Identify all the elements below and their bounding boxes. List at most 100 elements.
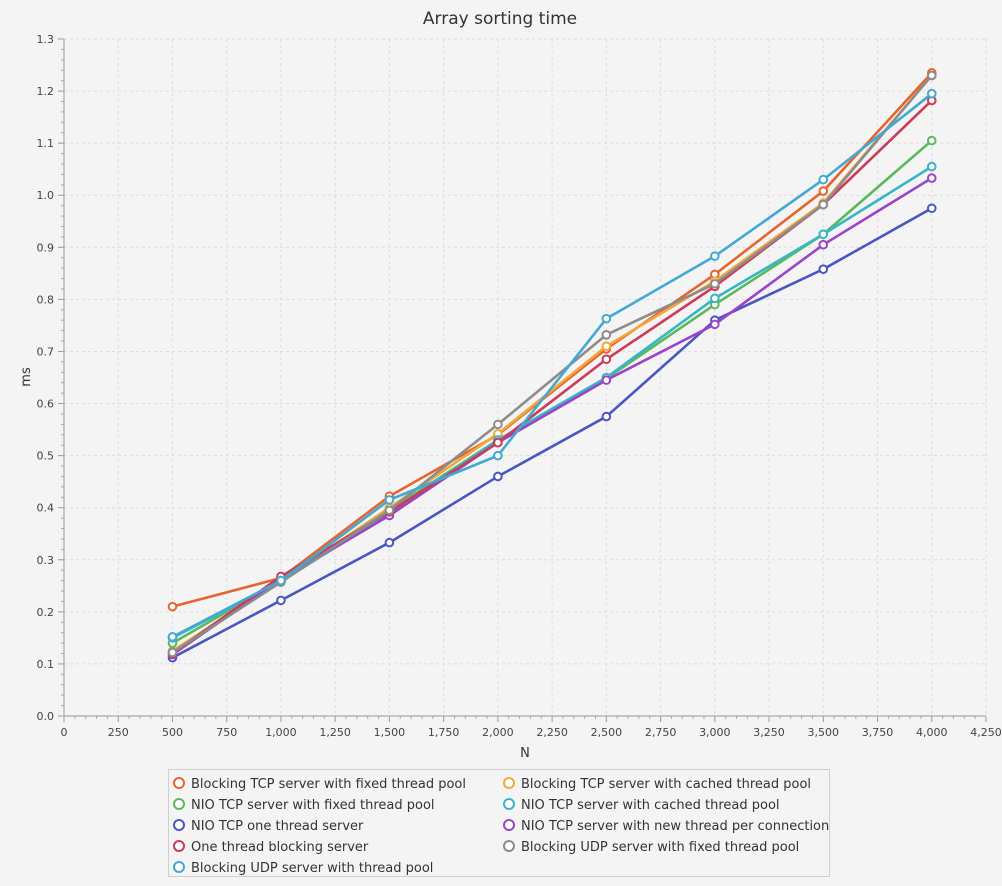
legend-label: Blocking TCP server with cached thread p… bbox=[521, 777, 812, 792]
legend-item: NIO TCP server with fixed thread pool bbox=[173, 795, 435, 816]
data-point bbox=[384, 495, 395, 505]
x-tick-label: 3,250 bbox=[753, 726, 785, 739]
x-tick-label: 2,000 bbox=[482, 726, 514, 739]
y-tick-label: 0.6 bbox=[37, 398, 55, 411]
legend-item: One thread blocking server bbox=[173, 837, 368, 858]
chart-legend: Blocking TCP server with fixed thread po… bbox=[168, 769, 830, 877]
data-point bbox=[384, 537, 395, 548]
x-tick-label: 2,750 bbox=[645, 726, 677, 739]
y-tick-label: 0.7 bbox=[37, 345, 55, 358]
legend-item: Blocking TCP server with fixed thread po… bbox=[173, 774, 466, 795]
legend-swatch bbox=[503, 840, 515, 852]
data-point bbox=[926, 135, 937, 146]
data-point bbox=[493, 471, 503, 482]
x-axis-label: N bbox=[520, 746, 530, 761]
x-tick-label: 3,000 bbox=[699, 726, 731, 739]
legend-item: NIO TCP server with new thread per conne… bbox=[503, 816, 829, 837]
x-tick-label: 4,000 bbox=[916, 726, 948, 739]
data-point bbox=[926, 203, 937, 214]
series-line bbox=[171, 74, 933, 654]
legend-label: Blocking UDP server with fixed thread po… bbox=[521, 840, 800, 855]
data-point bbox=[601, 375, 612, 385]
x-tick-label: 1,250 bbox=[319, 726, 351, 739]
y-tick-label: 1.1 bbox=[37, 137, 55, 150]
data-point bbox=[601, 313, 612, 324]
legend-label: NIO TCP server with cached thread pool bbox=[521, 798, 780, 813]
legend-swatch bbox=[173, 840, 185, 852]
data-point bbox=[276, 595, 286, 606]
series-line bbox=[171, 207, 933, 659]
legend-swatch bbox=[173, 819, 185, 831]
x-tick-label: 2,500 bbox=[591, 726, 623, 739]
x-tick-label: 500 bbox=[162, 726, 183, 739]
data-point bbox=[601, 411, 612, 422]
data-point bbox=[710, 278, 720, 289]
data-point bbox=[601, 329, 612, 340]
legend-swatch bbox=[503, 798, 515, 810]
data-point bbox=[601, 354, 612, 365]
y-tick-label: 0.5 bbox=[37, 450, 55, 463]
data-point bbox=[926, 161, 937, 172]
x-tick-label: 1,500 bbox=[374, 726, 406, 739]
plot-grid bbox=[64, 38, 987, 716]
series-line bbox=[171, 92, 933, 638]
y-tick-label: 0.4 bbox=[37, 502, 55, 515]
legend-label: NIO TCP one thread server bbox=[191, 819, 364, 834]
y-tick-label: 0.9 bbox=[37, 241, 55, 254]
legend-label: NIO TCP server with fixed thread pool bbox=[191, 798, 435, 813]
data-point bbox=[710, 319, 720, 330]
data-point bbox=[276, 575, 286, 586]
legend-label: NIO TCP server with new thread per conne… bbox=[521, 819, 830, 834]
legend-item: Blocking UDP server with thread pool bbox=[173, 858, 433, 879]
data-point bbox=[710, 293, 720, 304]
chart-title: Array sorting time bbox=[423, 9, 577, 29]
data-point bbox=[818, 199, 829, 210]
legend-label: Blocking UDP server with thread pool bbox=[191, 861, 434, 876]
y-tick-label: 0.1 bbox=[37, 658, 55, 671]
data-point bbox=[167, 647, 178, 658]
legend-item: NIO TCP server with cached thread pool bbox=[503, 795, 780, 816]
x-tick-label: 3,750 bbox=[862, 726, 894, 739]
data-point bbox=[926, 173, 937, 183]
y-tick-label: 1.2 bbox=[37, 85, 55, 98]
y-tick-label: 0.3 bbox=[37, 554, 55, 567]
x-tick-label: 4,250 bbox=[970, 726, 1002, 739]
x-tick-label: 1,000 bbox=[265, 726, 297, 739]
data-point bbox=[601, 341, 612, 352]
data-point bbox=[818, 229, 829, 240]
y-axis-label: ms bbox=[19, 367, 34, 387]
x-tick-label: 250 bbox=[108, 726, 129, 739]
y-tick-label: 0.0 bbox=[37, 710, 55, 723]
data-point bbox=[493, 450, 503, 461]
legend-swatch bbox=[173, 777, 185, 789]
data-point bbox=[384, 505, 395, 516]
legend-item: Blocking UDP server with fixed thread po… bbox=[503, 837, 799, 858]
x-tick-label: 0 bbox=[61, 726, 68, 739]
x-tick-label: 3,500 bbox=[808, 726, 840, 739]
data-point bbox=[818, 264, 829, 274]
data-point bbox=[926, 88, 937, 99]
legend-item: Blocking TCP server with cached thread p… bbox=[503, 774, 811, 795]
y-tick-label: 0.2 bbox=[37, 606, 55, 619]
data-point bbox=[818, 186, 829, 196]
data-point bbox=[818, 174, 829, 185]
series-group bbox=[167, 70, 937, 658]
data-point bbox=[493, 419, 503, 430]
data-point bbox=[926, 70, 937, 81]
legend-label: One thread blocking server bbox=[191, 840, 369, 855]
series-group bbox=[167, 88, 937, 642]
data-point bbox=[710, 251, 720, 261]
data-point bbox=[167, 632, 178, 642]
legend-swatch bbox=[503, 819, 515, 831]
legend-item: NIO TCP one thread server bbox=[173, 816, 363, 837]
x-tick-label: 750 bbox=[216, 726, 237, 739]
y-tick-label: 0.8 bbox=[37, 293, 55, 306]
legend-swatch bbox=[503, 777, 515, 789]
plot-series bbox=[167, 68, 937, 663]
plot-axes: 0 250 500 750 1,000 1,250 1,500 1,750 2,000 2,250… bbox=[37, 33, 1002, 739]
legend-swatch bbox=[173, 798, 185, 810]
data-point bbox=[818, 239, 829, 250]
legend-label: Blocking TCP server with fixed thread po… bbox=[191, 777, 466, 792]
data-point bbox=[167, 601, 178, 612]
